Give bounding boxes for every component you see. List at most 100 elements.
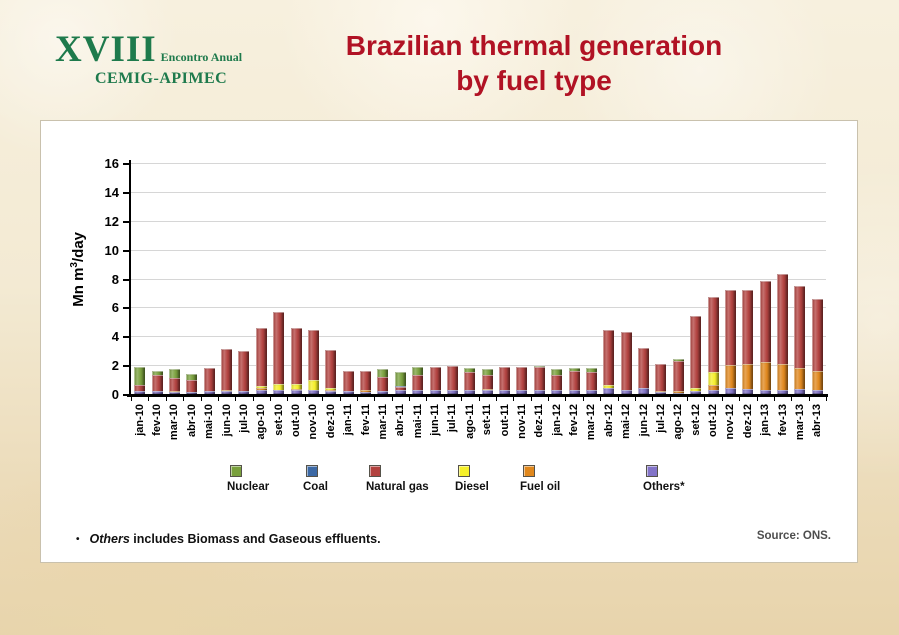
legend-swatch-icon <box>646 465 658 477</box>
bar-segment-natural-gas <box>655 363 667 394</box>
x-tick <box>739 397 741 401</box>
x-tick <box>374 397 376 401</box>
x-axis-label: mar-12 <box>585 404 598 441</box>
bar-segment-natural-gas <box>255 327 267 394</box>
x-tick <box>617 397 619 401</box>
bar-segment-others <box>203 391 215 394</box>
legend-swatch-icon <box>230 465 242 477</box>
x-tick <box>530 397 532 401</box>
bar-segment-others <box>499 390 511 394</box>
x-axis-label: abr-10 <box>185 404 198 438</box>
bar-segment-others <box>585 390 597 394</box>
bar-segment-natural-gas <box>811 298 823 394</box>
bar-segment-others <box>273 389 285 394</box>
slide-title: Brazilian thermal generation by fuel typ… <box>254 28 814 98</box>
x-axis-label: fev-12 <box>568 404 581 436</box>
bar-segment-others <box>551 390 563 394</box>
x-tick <box>322 397 324 401</box>
x-axis-label: jan-11 <box>342 404 355 436</box>
bar-segment-others <box>568 390 580 394</box>
bar-segment-natural-gas <box>499 367 511 394</box>
x-axis-label: mai-12 <box>620 404 633 439</box>
gridline <box>131 249 826 251</box>
legend-label: Nuclear <box>227 481 270 493</box>
bar-segment-others <box>342 391 354 394</box>
x-axis-label: ago-12 <box>672 404 685 440</box>
x-axis-label: jun-10 <box>220 404 233 437</box>
bar-segment-natural-gas <box>360 370 372 394</box>
slide-title-line2: by fuel type <box>456 65 612 96</box>
y-tick <box>123 249 131 252</box>
x-tick <box>270 397 271 401</box>
x-tick <box>409 397 410 401</box>
bar-segment-natural-gas <box>724 290 736 394</box>
bar-segment-natural-gas <box>794 285 806 394</box>
bar-segment-natural-gas <box>620 331 632 394</box>
bar-segment-natural-gas <box>464 372 476 394</box>
x-tick <box>252 397 254 401</box>
bar-segment-others <box>307 390 319 394</box>
x-tick <box>687 397 688 401</box>
bar-segment-others <box>707 389 719 394</box>
bar-segment-natural-gas <box>273 311 285 394</box>
y-tick-label: 16 <box>104 156 119 171</box>
y-tick <box>123 163 131 165</box>
x-axis-label: mar-13 <box>793 404 806 441</box>
y-tick-label: 4 <box>111 329 119 345</box>
bar-segment-natural-gas <box>481 374 493 394</box>
bar-segment-natural-gas <box>533 366 545 394</box>
x-axis-label: nov-12 <box>724 404 737 440</box>
x-axis-label: jul-10 <box>237 404 250 433</box>
bar-segment-others <box>377 391 389 394</box>
y-tick <box>123 220 131 223</box>
bar-segment-others <box>186 391 198 394</box>
bar-segment-fuel-oil <box>759 362 771 394</box>
chart-panel: Mn m3/day 0 2 4 6 8 10 12 14 16 jan-10 fev-10 mar-1… <box>40 120 858 563</box>
x-tick <box>356 397 358 401</box>
legend-label: Diesel <box>455 481 489 493</box>
gridline <box>131 307 826 309</box>
x-axis-label: mai-10 <box>203 404 216 439</box>
x-tick <box>461 397 463 401</box>
bar-segment-others <box>429 389 441 394</box>
legend-swatch-icon <box>306 465 318 477</box>
bar-segment-diesel <box>690 388 702 394</box>
bar-segment-natural-gas <box>342 370 354 394</box>
y-tick <box>123 365 131 368</box>
x-tick <box>131 397 132 401</box>
x-axis-label: jul-12 <box>654 404 667 433</box>
gridline <box>131 163 826 164</box>
logo-roman-numeral: XVIII <box>55 29 157 70</box>
bar-segment-natural-gas <box>551 375 563 394</box>
bar-segment-others <box>603 388 615 394</box>
x-axis-label: set-10 <box>272 404 285 436</box>
bar-segment-others <box>690 391 702 394</box>
y-tick <box>123 278 131 281</box>
bar-segment-fuel-oil <box>777 363 789 394</box>
bar-segment-others <box>446 390 458 394</box>
bar-segment-others <box>325 391 337 394</box>
bar-segment-fuel-oil <box>794 368 806 394</box>
x-axis-label: abr-12 <box>602 404 615 438</box>
y-tick-label: 6 <box>111 300 119 316</box>
x-axis-label: jun-12 <box>637 404 650 437</box>
bar-segment-natural-gas <box>742 290 754 394</box>
x-axis-label: abr-13 <box>811 404 824 438</box>
gridline <box>131 336 826 338</box>
legend-item-nuclear: Nuclear <box>227 465 269 493</box>
x-axis-label: out-10 <box>290 404 303 437</box>
x-axis-label: fev-10 <box>151 404 164 436</box>
y-tick <box>123 191 131 194</box>
bar-segment-diesel <box>307 380 319 394</box>
bar-segment-others <box>151 391 163 394</box>
legend-label: Coal <box>303 481 328 493</box>
slide-title-line1: Brazilian thermal generation <box>345 30 723 61</box>
x-axis-label: set-12 <box>689 404 702 436</box>
bar-segment-nuclear <box>394 371 406 394</box>
legend-swatch-icon <box>523 465 535 477</box>
footnote: • Others includes Biomass and Gaseous eff… <box>76 532 381 546</box>
bar-segment-others <box>481 389 493 394</box>
x-tick <box>443 397 445 401</box>
bar-segment-natural-gas <box>690 316 702 394</box>
